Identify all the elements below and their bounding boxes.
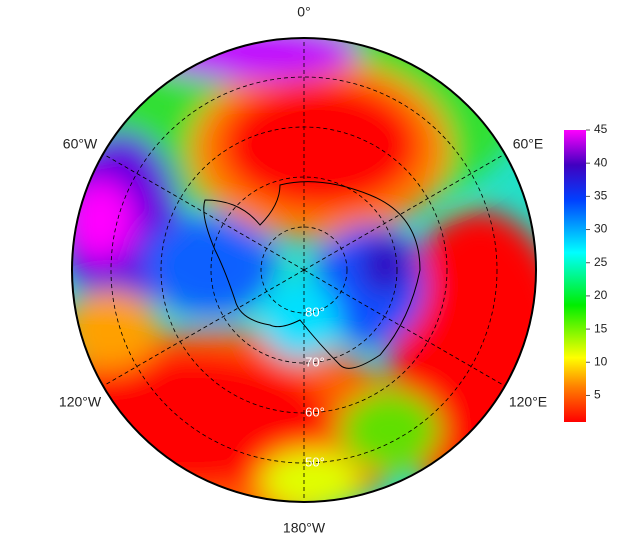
latitude-label: 80° (305, 304, 325, 319)
longitude-label: 120°E (509, 394, 547, 410)
colorbar-tick-label: 20 (594, 288, 608, 302)
parallel (110, 76, 498, 464)
longitude-label: 120°W (59, 394, 102, 410)
field (72, 38, 536, 502)
colorbar-tick-label: 40 (594, 155, 608, 169)
colorbar-tick-label: 45 (594, 122, 608, 136)
longitude-label: 0° (297, 4, 310, 20)
colorbar-tick-label: 25 (594, 255, 608, 269)
colorbar-tick-label: 30 (594, 222, 608, 236)
colorbar (564, 130, 586, 422)
meridian (102, 269, 305, 387)
longitude-label: 180°W (283, 520, 326, 536)
colorbar-tick-label: 35 (594, 189, 608, 203)
meridian (102, 153, 305, 271)
meridian (303, 153, 506, 271)
latitude-label: 50° (305, 454, 325, 469)
longitude-label: 60°W (63, 136, 98, 152)
latitude-label: 60° (305, 404, 325, 419)
map-border (71, 37, 537, 503)
parallel (160, 126, 448, 414)
coastline (203, 181, 421, 369)
meridian (303, 269, 506, 387)
latitude-label: 70° (305, 354, 325, 369)
colorbar-tick-label: 5 (594, 388, 601, 402)
colorbar-tick-label: 10 (594, 354, 608, 368)
parallel (260, 226, 348, 314)
longitude-label: 60°E (513, 136, 544, 152)
colorbar-tick-label: 15 (594, 321, 608, 335)
parallel (210, 176, 398, 364)
